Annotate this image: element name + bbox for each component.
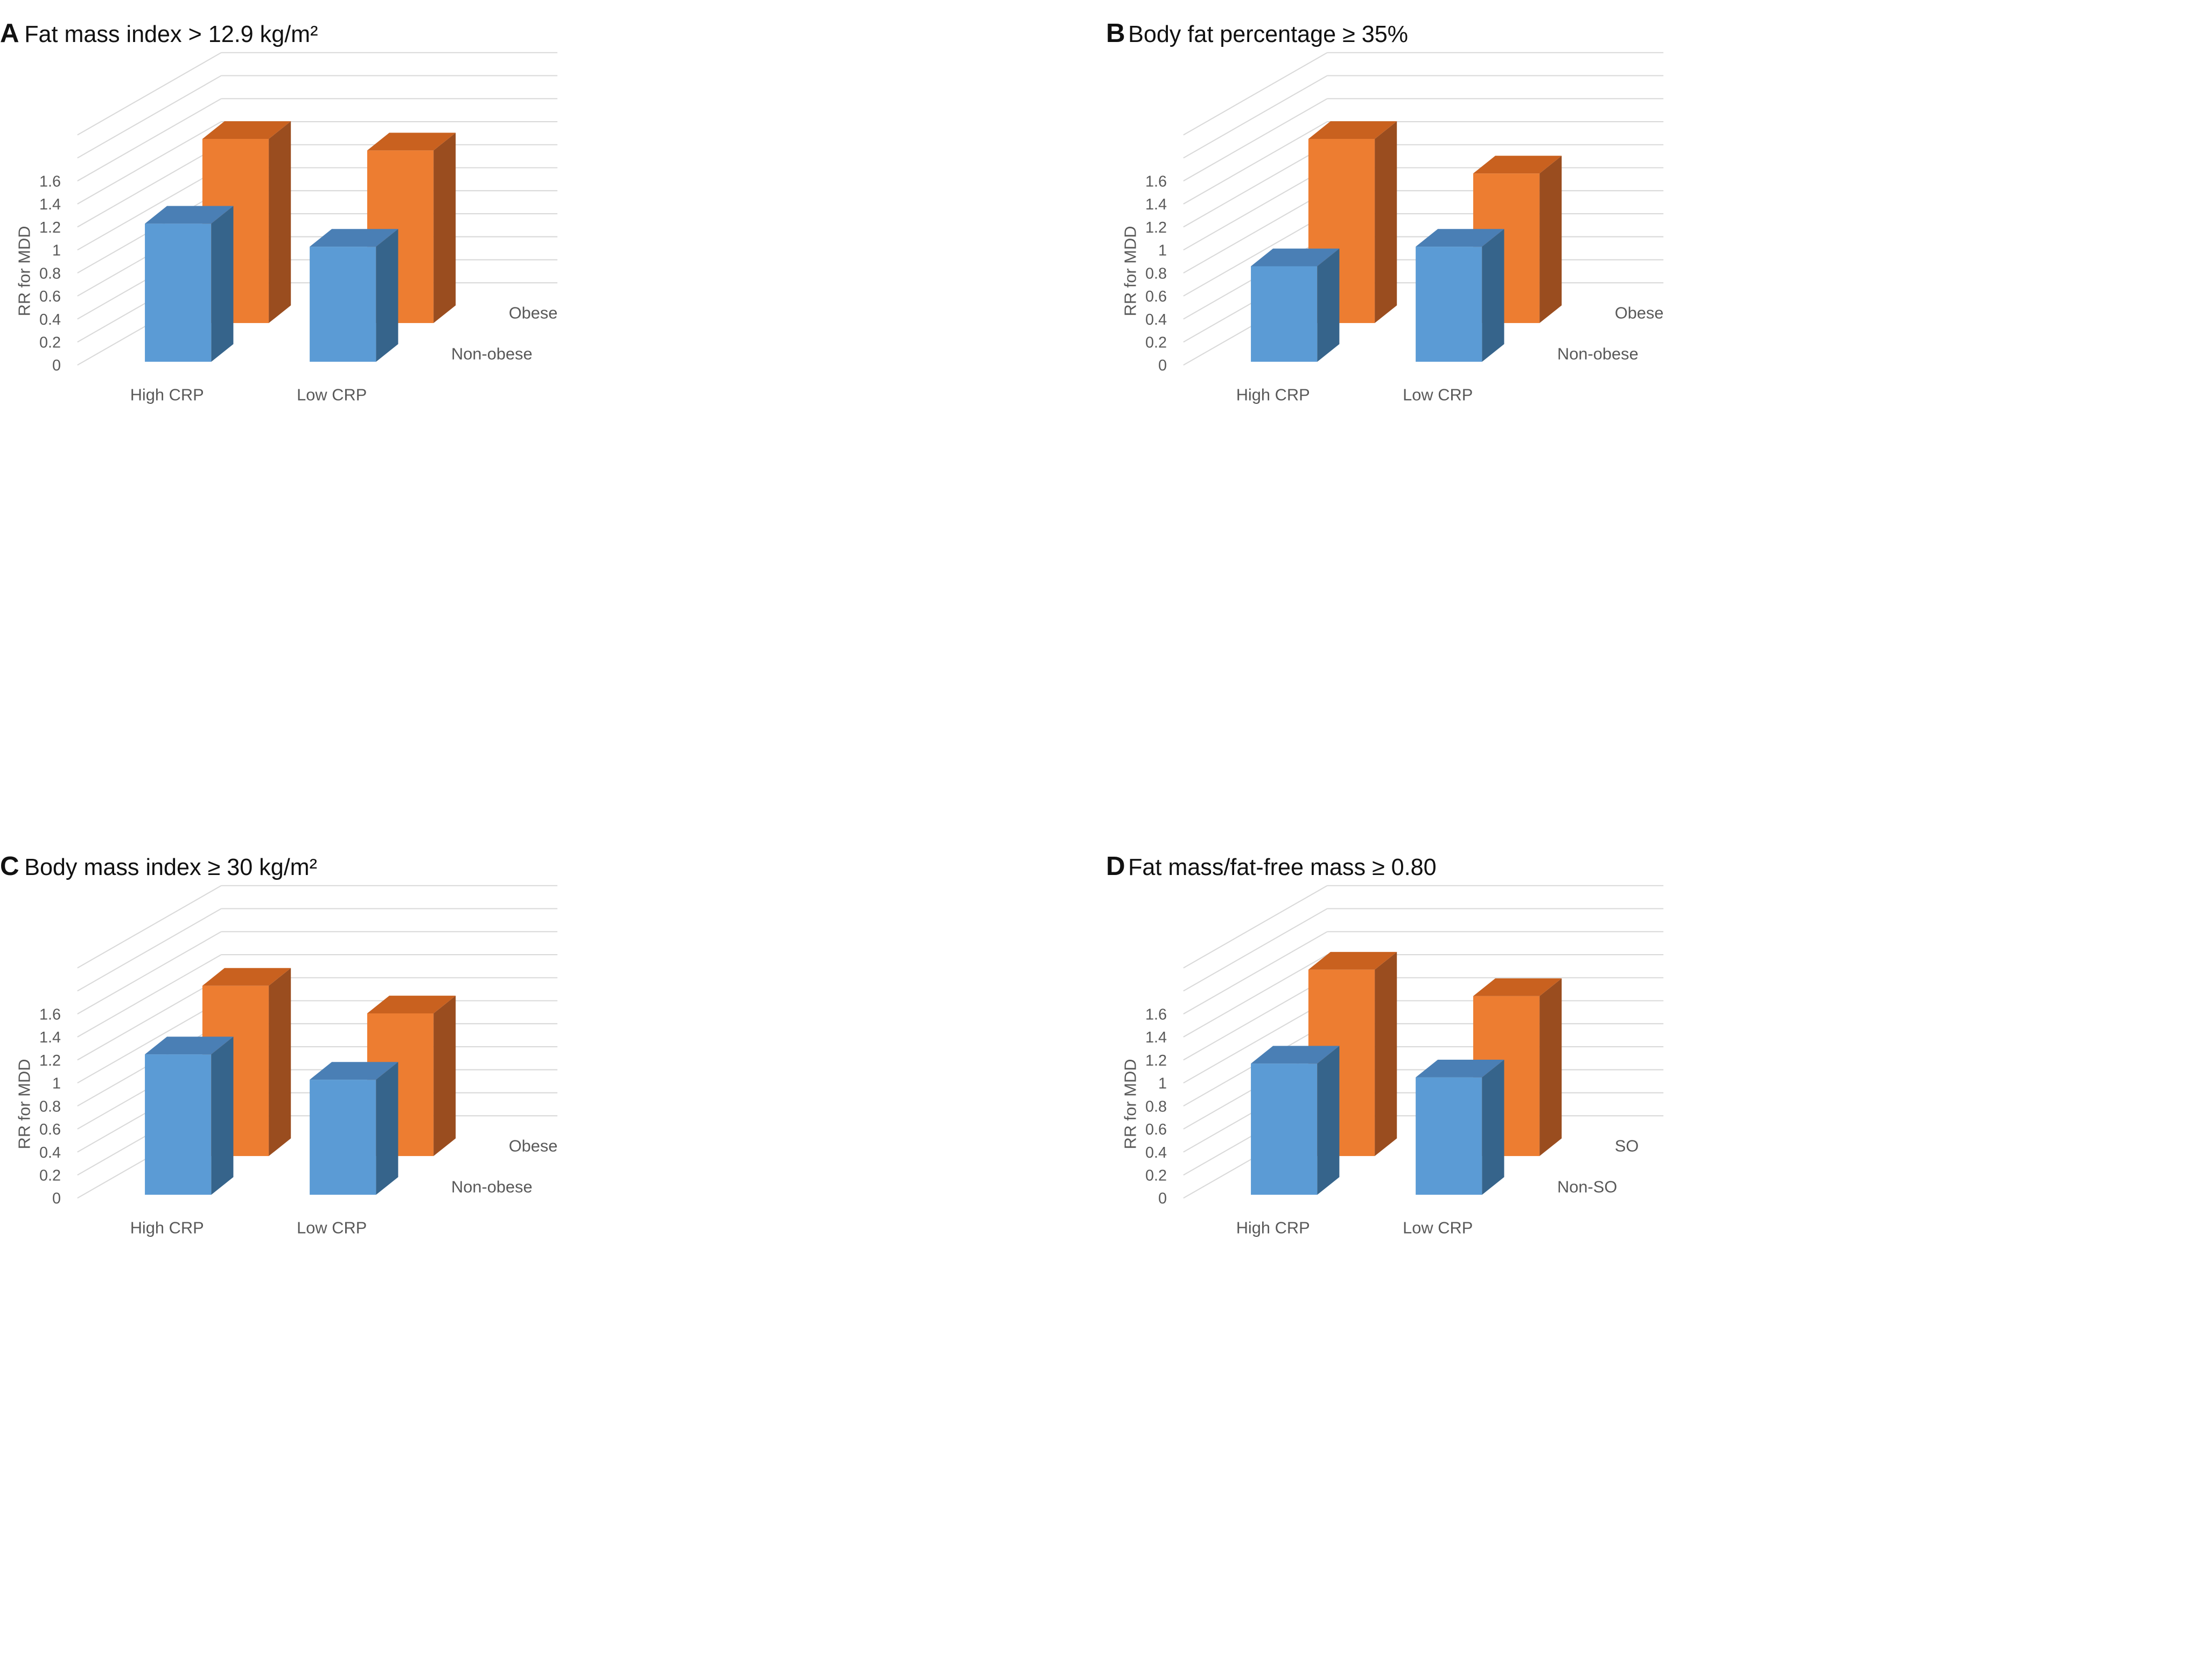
chart-title: Body fat percentage ≥ 35% (1128, 22, 1408, 47)
panel-b-chart: B Body fat percentage ≥ 35% RR for MDD 0 0.2… (1106, 18, 1664, 404)
y-tick-label: 1.2 (1145, 219, 1167, 236)
y-tick-label: 1.4 (39, 196, 61, 213)
chart-title: Body mass index ≥ 30 kg/m² (24, 855, 317, 880)
y-tick-label: 1 (1158, 242, 1167, 260)
y-tick-label: 0 (1158, 357, 1167, 374)
y-tick-label: 0.6 (1145, 288, 1167, 305)
y-tick-label: 0.2 (39, 1167, 61, 1185)
y-tick-label: 0 (52, 1190, 61, 1207)
y-tick-label: 1.4 (1145, 196, 1167, 213)
y-tick-label: 0 (1158, 1190, 1167, 1207)
bar-non-obese-0 (145, 206, 234, 362)
y-tick-label: 1.6 (39, 173, 61, 190)
x-category-label: Low CRP (1403, 1219, 1473, 1237)
series-label-back: Obese (509, 1137, 558, 1156)
x-category-label: Low CRP (297, 1219, 367, 1237)
chart-title: Fat mass index > 12.9 kg/m² (24, 22, 318, 47)
panel-letter: B (1106, 18, 1125, 48)
panel-letter: C (0, 851, 19, 881)
bar-non-obese-0 (145, 1037, 234, 1195)
y-tick-label: 1.2 (39, 219, 61, 236)
series-label-back: SO (1615, 1137, 1639, 1156)
x-category-label: High CRP (130, 1219, 204, 1237)
bar-non-obese-1 (310, 229, 398, 362)
y-tick-label: 0 (52, 357, 61, 374)
bar-non-obese-1 (310, 1062, 398, 1195)
y-tick-label: 0.8 (1145, 1098, 1167, 1115)
series-label-front: Non-obese (451, 345, 533, 363)
y-tick-label: 0.2 (39, 334, 61, 352)
y-axis-label: RR for MDD (15, 1059, 33, 1150)
x-category-label: Low CRP (1403, 386, 1473, 404)
x-category-label: Low CRP (297, 386, 367, 404)
y-axis-label: RR for MDD (1121, 226, 1139, 317)
y-axis-label: RR for MDD (15, 226, 33, 317)
panel-letter: D (1106, 851, 1125, 881)
y-tick-label: 0.4 (1145, 1144, 1167, 1161)
x-category-label: High CRP (130, 386, 204, 404)
y-tick-label: 1.6 (39, 1006, 61, 1023)
y-tick-label: 0.6 (39, 288, 61, 305)
bar-non-obese-1 (1416, 1059, 1504, 1195)
y-tick-label: 1.4 (39, 1029, 61, 1046)
y-tick-label: 0.4 (39, 1144, 61, 1161)
series-label-back: Obese (509, 304, 558, 323)
bar-non-obese-0 (1251, 1046, 1340, 1195)
y-tick-label: 0.8 (39, 265, 61, 282)
bar-non-obese-1 (1416, 229, 1504, 362)
y-tick-label: 1.2 (1145, 1052, 1167, 1069)
bar-obese-1 (367, 996, 456, 1156)
panel-c-chart: C Body mass index ≥ 30 kg/m² RR for MDD 0 0.… (0, 851, 558, 1237)
x-category-label: High CRP (1236, 1219, 1310, 1237)
y-tick-label: 1 (52, 1075, 61, 1093)
y-tick-label: 0.2 (1145, 334, 1167, 352)
y-tick-label: 1 (52, 242, 61, 260)
x-category-label: High CRP (1236, 386, 1310, 404)
y-tick-label: 1.2 (39, 1052, 61, 1069)
y-tick-label: 1.6 (1145, 1006, 1167, 1023)
panel-d-chart: D Fat mass/fat-free mass ≥ 0.80 RR for MDD… (1106, 851, 1664, 1237)
series-label-front: Non-obese (1557, 345, 1639, 363)
series-label-back: Obese (1615, 304, 1664, 323)
y-tick-label: 1 (1158, 1075, 1167, 1093)
y-tick-label: 0.6 (39, 1121, 61, 1138)
bar-obese-0 (1308, 951, 1397, 1156)
y-tick-label: 0.4 (1145, 311, 1167, 328)
y-tick-label: 0.8 (39, 1098, 61, 1115)
series-label-front: Non-SO (1557, 1178, 1617, 1196)
y-tick-label: 0.6 (1145, 1121, 1167, 1138)
bar-non-obese-0 (1251, 248, 1340, 362)
panel-a-chart: A Fat mass index > 12.9 kg/m² RR for MDD 0 0… (0, 18, 558, 404)
y-tick-label: 0.2 (1145, 1167, 1167, 1185)
y-tick-label: 0.4 (39, 311, 61, 328)
y-axis-label: RR for MDD (1121, 1059, 1139, 1150)
y-tick-label: 1.4 (1145, 1029, 1167, 1046)
y-tick-label: 1.6 (1145, 173, 1167, 190)
panel-letter: A (0, 18, 19, 48)
series-label-front: Non-obese (451, 1178, 533, 1196)
y-tick-label: 0.8 (1145, 265, 1167, 282)
chart-title: Fat mass/fat-free mass ≥ 0.80 (1128, 855, 1437, 880)
